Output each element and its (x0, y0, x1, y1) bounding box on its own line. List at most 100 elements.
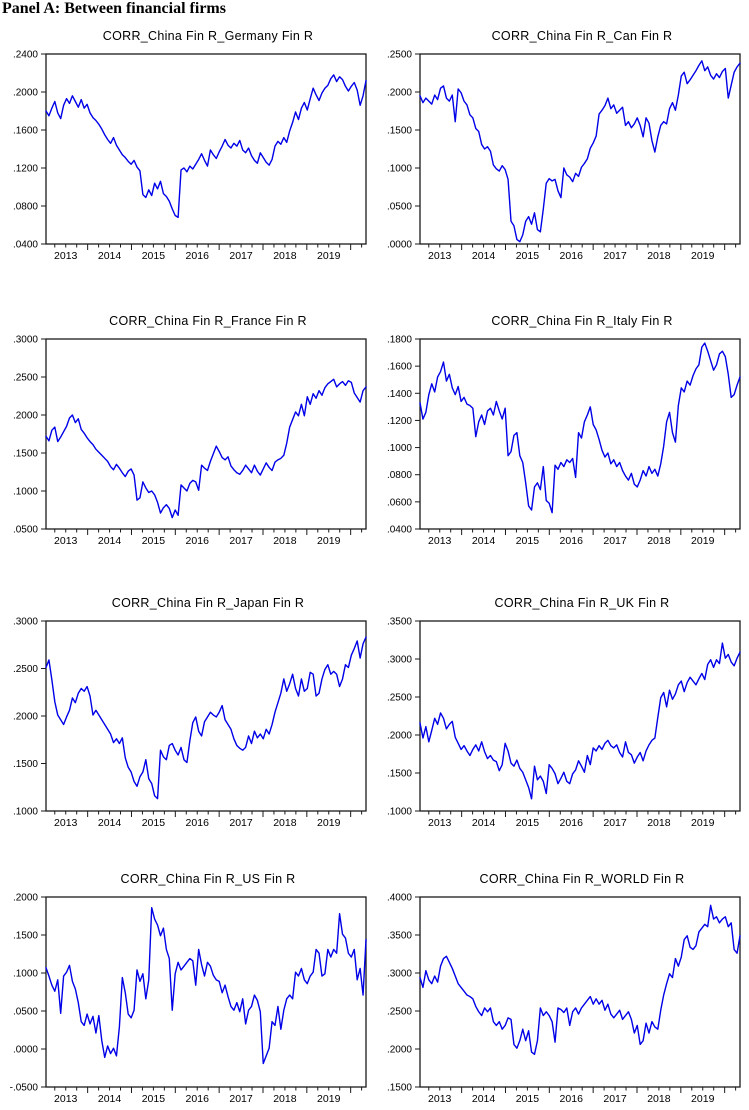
svg-text:2014: 2014 (98, 250, 122, 262)
line-plot-france: .0500 .1000 .1500 .2000 .2500 .3000 2013 2014 20… (13, 335, 367, 547)
svg-text:2017: 2017 (603, 250, 627, 262)
svg-text:2019: 2019 (691, 817, 715, 829)
svg-text:2017: 2017 (229, 250, 253, 262)
chart-germany: CORR_China Fin R_Germany Fin R .0400 .080… (0, 26, 374, 266)
svg-text:.0500: .0500 (13, 525, 38, 536)
svg-text:.2500: .2500 (13, 373, 38, 384)
svg-text:.1800: .1800 (387, 335, 412, 346)
line-plot-us: -.0500 .0000 .0500 .1000 .1500 .2000 2013 2014 2… (10, 893, 367, 1105)
svg-text:.2000: .2000 (13, 411, 38, 422)
svg-text:.1500: .1500 (387, 126, 412, 137)
svg-text:.3000: .3000 (387, 655, 412, 666)
svg-text:2016: 2016 (560, 535, 584, 547)
svg-text:.2400: .2400 (13, 50, 38, 61)
svg-text:.1000: .1000 (387, 164, 412, 175)
line-plot-japan: .1000 .1500 .2000 .2500 .3000 2013 2014 2015 201… (13, 617, 367, 829)
svg-text:.2000: .2000 (387, 1045, 412, 1056)
chart-title-japan: CORR_China Fin R_Japan Fin R (111, 596, 305, 610)
svg-text:.3000: .3000 (13, 617, 38, 628)
svg-text:.0800: .0800 (387, 470, 412, 481)
svg-text:.1600: .1600 (13, 126, 38, 137)
svg-text:.3000: .3000 (13, 335, 38, 346)
svg-text:.3500: .3500 (387, 931, 412, 942)
svg-text:2015: 2015 (516, 817, 540, 829)
svg-text:.0500: .0500 (387, 202, 412, 213)
svg-text:2013: 2013 (428, 817, 452, 829)
svg-text:.1500: .1500 (13, 449, 38, 460)
line-plot-germany: .0400 .0800 .1200 .1600 .2000 .2400 2013 2014 20… (13, 50, 367, 262)
svg-text:2017: 2017 (229, 1093, 253, 1105)
svg-text:2019: 2019 (317, 250, 341, 262)
line-plot-world: .1500 .2000 .2500 .3000 .3500 .4000 2013 2014 20… (387, 893, 741, 1105)
svg-text:2015: 2015 (516, 535, 540, 547)
svg-text:2016: 2016 (186, 1093, 210, 1105)
svg-text:2017: 2017 (603, 1093, 627, 1105)
svg-text:2019: 2019 (691, 1093, 715, 1105)
svg-text:.0400: .0400 (13, 240, 38, 251)
svg-text:.4000: .4000 (387, 893, 412, 904)
svg-text:2013: 2013 (428, 1093, 452, 1105)
svg-text:.2500: .2500 (387, 693, 412, 704)
svg-text:2014: 2014 (472, 1093, 496, 1105)
svg-text:.0600: .0600 (387, 497, 412, 508)
svg-text:.2000: .2000 (387, 88, 412, 99)
svg-text:2016: 2016 (186, 817, 210, 829)
chart-japan: CORR_China Fin R_Japan Fin R .1000 .1500.… (0, 593, 374, 833)
svg-text:.0000: .0000 (387, 240, 412, 251)
svg-text:2017: 2017 (229, 535, 253, 547)
svg-text:2015: 2015 (142, 250, 166, 262)
svg-text:.3000: .3000 (387, 969, 412, 980)
svg-text:2014: 2014 (472, 250, 496, 262)
svg-text:.2000: .2000 (13, 712, 38, 723)
svg-text:.1000: .1000 (13, 969, 38, 980)
chart-france: CORR_China Fin R_France Fin R .0500 .1000… (0, 311, 374, 551)
svg-text:2017: 2017 (603, 535, 627, 547)
svg-text:2019: 2019 (691, 535, 715, 547)
svg-text:.2500: .2500 (387, 50, 412, 61)
svg-text:2015: 2015 (142, 817, 166, 829)
svg-text:2013: 2013 (54, 535, 78, 547)
chart-uk: CORR_China Fin R_UK Fin R .1000 .1500 .200… (374, 593, 748, 833)
svg-text:2014: 2014 (98, 535, 122, 547)
svg-text:2015: 2015 (142, 1093, 166, 1105)
svg-text:2015: 2015 (516, 1093, 540, 1105)
svg-text:2015: 2015 (516, 250, 540, 262)
svg-text:.1500: .1500 (387, 1083, 412, 1094)
svg-text:2019: 2019 (317, 1093, 341, 1105)
svg-text:.1200: .1200 (387, 416, 412, 427)
svg-text:2013: 2013 (428, 535, 452, 547)
svg-text:.0400: .0400 (387, 525, 412, 536)
svg-text:2015: 2015 (142, 535, 166, 547)
svg-text:.1000: .1000 (387, 807, 412, 818)
svg-text:.2500: .2500 (387, 1007, 412, 1018)
chart-title-france: CORR_China Fin R_France Fin R (109, 314, 307, 328)
svg-text:-.0500: -.0500 (10, 1083, 39, 1094)
svg-text:.3500: .3500 (387, 617, 412, 628)
chart-italy: CORR_China Fin R_Italy Fin R .0400 .0600.… (374, 311, 748, 551)
chart-us: CORR_China Fin R_US Fin R -.0500 .0000 .05… (0, 869, 374, 1109)
svg-text:.1400: .1400 (387, 389, 412, 400)
svg-text:2018: 2018 (273, 250, 297, 262)
svg-text:2013: 2013 (54, 1093, 78, 1105)
panel-heading: Panel A: Between financial firms (2, 0, 226, 17)
svg-text:2016: 2016 (186, 535, 210, 547)
svg-text:.0800: .0800 (13, 202, 38, 213)
svg-text:.2000: .2000 (13, 88, 38, 99)
svg-text:2016: 2016 (560, 250, 584, 262)
svg-text:2014: 2014 (472, 535, 496, 547)
svg-text:2018: 2018 (647, 535, 671, 547)
svg-text:2017: 2017 (603, 817, 627, 829)
chart-can: CORR_China Fin R_Can Fin R .0000 .0500 .10… (374, 26, 748, 266)
svg-text:2013: 2013 (54, 817, 78, 829)
svg-text:.1000: .1000 (13, 807, 38, 818)
chart-title-world: CORR_China Fin R_WORLD Fin R (479, 872, 685, 886)
chart-title-germany: CORR_China Fin R_Germany Fin R (102, 29, 314, 43)
line-plot-italy: .0400 .0600 .0800 .1000 .1200 .1400 .1600 .1800… (387, 335, 741, 547)
svg-text:2014: 2014 (98, 1093, 122, 1105)
svg-text:2018: 2018 (273, 535, 297, 547)
chart-title-uk: CORR_China Fin R_UK Fin R (494, 596, 670, 610)
svg-text:2017: 2017 (229, 817, 253, 829)
svg-text:.1500: .1500 (13, 759, 38, 770)
svg-text:2019: 2019 (317, 535, 341, 547)
svg-text:2018: 2018 (647, 817, 671, 829)
